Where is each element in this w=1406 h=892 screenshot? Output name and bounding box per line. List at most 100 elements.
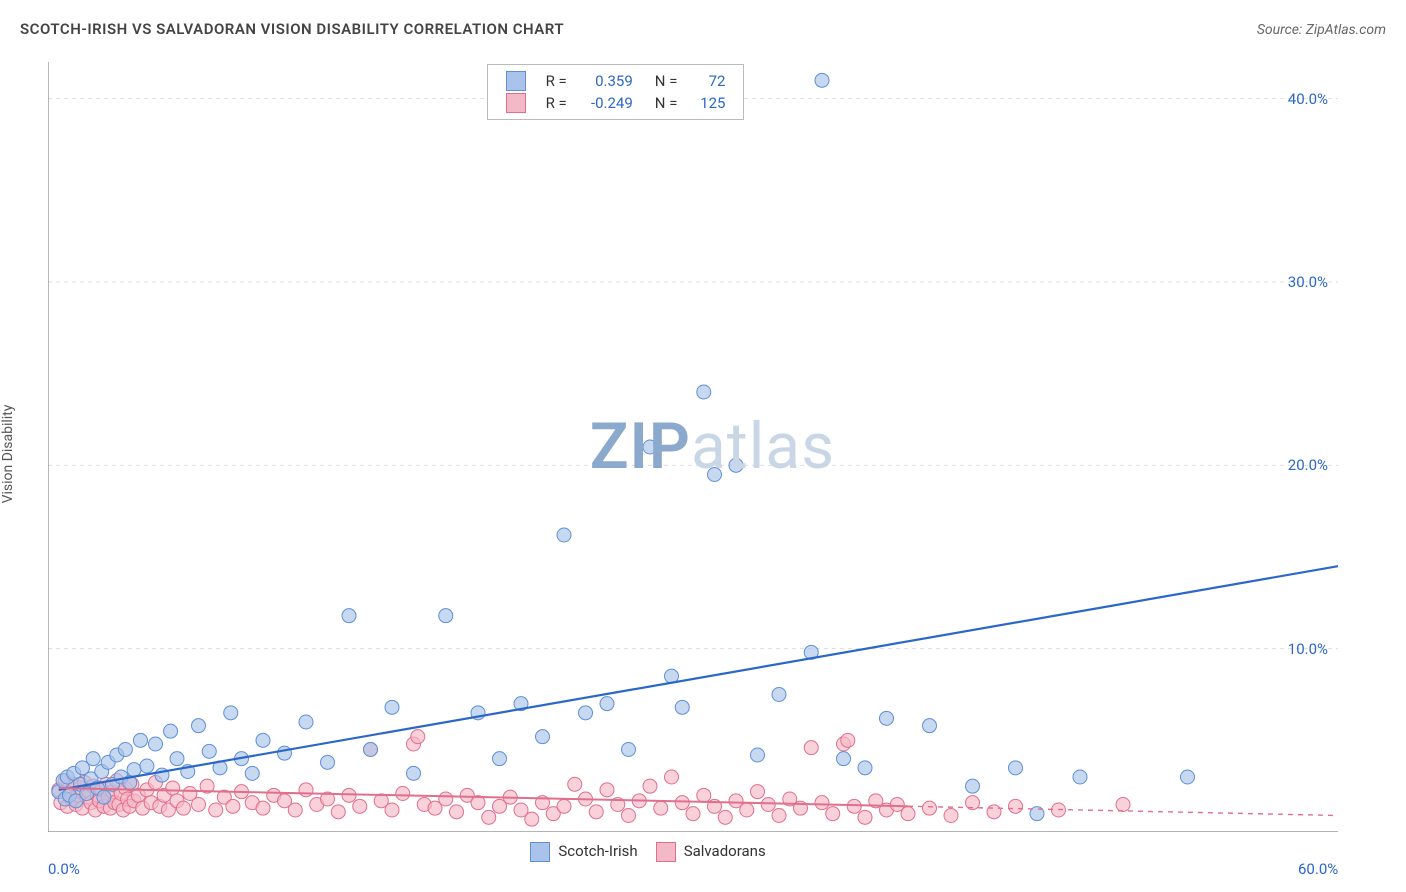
data-point [256,801,270,815]
data-point [1073,770,1087,784]
source-prefix: Source: [1257,22,1306,38]
chart-title: SCOTCH-IRISH VS SALVADORAN VISION DISABI… [20,20,564,38]
r-label: R = [540,93,573,113]
legend-swatch [506,93,526,113]
data-point [411,730,425,744]
data-point [675,796,689,810]
data-point [557,799,571,813]
data-point [987,805,1001,819]
data-point [600,783,614,797]
data-point [589,805,603,819]
data-point [697,788,711,802]
data-point [439,792,453,806]
data-point [176,801,190,815]
data-point [224,706,238,720]
x-tick-label: 60.0% [1298,860,1338,878]
data-point [675,700,689,714]
data-point [299,783,313,797]
data-point [600,697,614,711]
data-point [579,706,593,720]
data-point [364,743,378,757]
data-point [482,810,496,824]
data-point [815,73,829,87]
series-legend: Scotch-Irish Salvadorans [512,842,765,862]
legend-label: Scotch-Irish [558,842,637,860]
data-point [192,798,206,812]
r-value: 0.359 [575,71,639,91]
data-point [97,790,111,804]
data-point [536,730,550,744]
legend-row: R =-0.249N =125 [500,93,732,113]
y-tick-label: 40.0% [1288,90,1328,108]
data-point [1116,798,1130,812]
data-point [127,763,141,777]
data-point [86,752,100,766]
data-point [729,458,743,472]
data-point [837,752,851,766]
data-point [164,724,178,738]
legend-label: Salvadorans [684,842,766,860]
data-point [804,741,818,755]
data-point [557,528,571,542]
data-point [118,743,132,757]
data-point [209,803,223,817]
data-point [450,805,464,819]
data-point [226,799,240,813]
chart-source: Source: ZipAtlas.com [1257,22,1386,38]
data-point [202,744,216,758]
data-point [353,799,367,813]
data-point [665,770,679,784]
data-point [385,803,399,817]
legend-row: R =0.359N =72 [500,71,732,91]
y-tick-label: 20.0% [1288,456,1328,474]
data-point [697,385,711,399]
y-tick-label: 30.0% [1288,273,1328,291]
data-point [622,809,636,823]
data-point [568,777,582,791]
n-value: 125 [685,93,731,113]
data-point [331,805,345,819]
y-tick-label: 10.0% [1288,640,1328,658]
legend-swatch [656,842,676,862]
data-point [966,779,980,793]
correlation-table: R =0.359N =72R =-0.249N =125 [498,69,734,115]
data-point [761,798,775,812]
legend-swatch [506,71,526,91]
data-point [815,796,829,810]
data-point [166,781,180,795]
data-point [192,719,206,733]
data-point [740,803,754,817]
data-point [858,810,872,824]
data-point [751,785,765,799]
data-point [1181,770,1195,784]
data-point [923,719,937,733]
data-point [245,766,259,780]
y-axis-label: Vision Disability [0,405,16,504]
data-point [170,752,184,766]
data-point [643,440,657,454]
data-point [385,700,399,714]
data-point [718,810,732,824]
data-point [140,759,154,773]
data-point [1009,761,1023,775]
data-point [643,779,657,793]
data-point [622,743,636,757]
data-point [826,807,840,821]
data-point [439,609,453,623]
data-point [525,812,539,826]
r-label: R = [540,71,573,91]
data-point [751,748,765,762]
data-point [256,733,270,747]
data-point [133,733,147,747]
data-point [901,807,915,821]
data-point [288,803,302,817]
data-point [858,761,872,775]
n-label: N = [641,71,684,91]
data-point [841,733,855,747]
data-point [299,715,313,729]
data-point [396,787,410,801]
data-point [321,755,335,769]
chart-svg [48,62,1338,832]
data-point [149,737,163,751]
x-tick-label: 0.0% [48,860,80,878]
